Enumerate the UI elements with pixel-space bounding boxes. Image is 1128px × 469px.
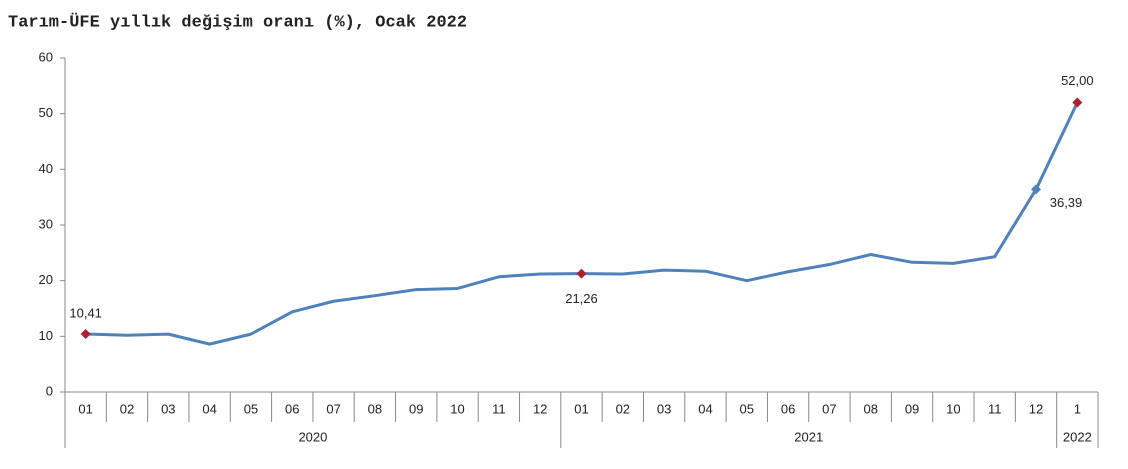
x-tick-label: 08	[864, 401, 878, 416]
y-tick-label: 20	[39, 272, 53, 287]
x-tick-label: 08	[368, 401, 382, 416]
value-label: 52,00	[1061, 73, 1094, 88]
value-label: 21,26	[565, 291, 598, 306]
x-tick-label: 02	[120, 401, 134, 416]
x-tick-label: 05	[740, 401, 754, 416]
value-label: 36,39	[1050, 195, 1083, 210]
y-tick-label: 40	[39, 161, 53, 176]
x-tick-label: 06	[285, 401, 299, 416]
y-tick-label: 50	[39, 105, 53, 120]
x-tick-label: 09	[905, 401, 919, 416]
x-tick-label: 03	[657, 401, 671, 416]
chart-title: Tarım-ÜFE yıllık değişim oranı (%), Ocak…	[8, 12, 467, 32]
x-tick-label: 03	[161, 401, 175, 416]
x-tick-label: 1	[1074, 401, 1081, 416]
y-tick-label: 10	[39, 328, 53, 343]
x-tick-label: 12	[533, 401, 547, 416]
data-line	[85, 101, 1079, 346]
value-label: 10,41	[69, 305, 102, 320]
x-tick-label: 07	[822, 401, 836, 416]
x-tick-label: 12	[1029, 401, 1043, 416]
x-tick-label: 09	[409, 401, 423, 416]
y-tick-label: 60	[39, 49, 53, 64]
x-tick-label: 10	[946, 401, 960, 416]
x-tick-label: 10	[450, 401, 464, 416]
x-tick-label: 05	[244, 401, 258, 416]
x-tick-label: 11	[492, 401, 506, 416]
data-marker	[80, 329, 91, 340]
x-tick-label: 04	[202, 401, 216, 416]
data-marker	[576, 268, 587, 279]
x-tick-label: 01	[574, 401, 588, 416]
x-tick-label: 01	[78, 401, 92, 416]
data-marker	[1072, 97, 1083, 108]
x-tick-label: 07	[326, 401, 340, 416]
x-group-label: 2021	[794, 429, 823, 444]
x-group-label: 2022	[1063, 429, 1092, 444]
y-tick-label: 0	[46, 383, 53, 398]
x-tick-label: 06	[781, 401, 795, 416]
data-marker	[1031, 184, 1042, 195]
x-group-label: 2020	[298, 429, 327, 444]
y-tick-label: 30	[39, 216, 53, 231]
x-tick-label: 04	[698, 401, 712, 416]
x-tick-label: 11	[988, 401, 1002, 416]
x-tick-label: 02	[616, 401, 630, 416]
